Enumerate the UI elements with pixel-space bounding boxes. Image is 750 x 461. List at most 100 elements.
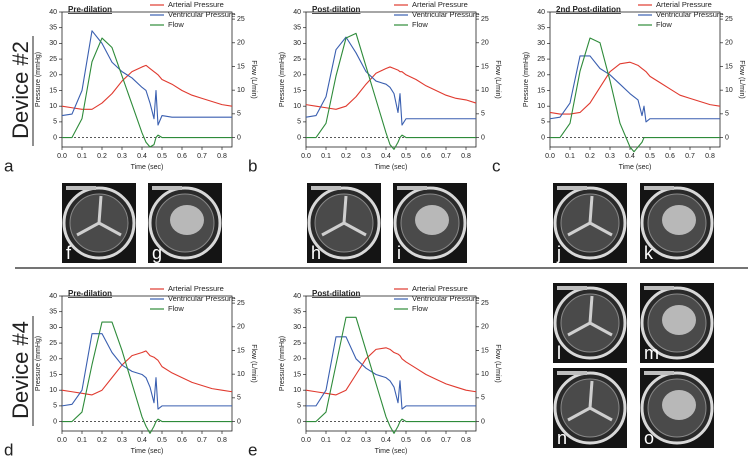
- chart-title: Pre-dilation: [68, 5, 112, 14]
- legend-label: Ventricular Pressure: [412, 294, 480, 303]
- x-tick-label: 0.0: [57, 437, 67, 444]
- x-tick-label: 0.8: [217, 153, 227, 160]
- photo-orifice: [415, 205, 449, 235]
- y-tick-label: 25: [49, 340, 57, 347]
- y2-tick-label: 25: [481, 300, 489, 307]
- y-tick-label: 15: [49, 87, 57, 94]
- x-tick-label: 0.4: [137, 437, 147, 444]
- x-tick-label: 0.5: [157, 153, 167, 160]
- legend-label: Arterial Pressure: [656, 0, 712, 9]
- series-line: [62, 321, 232, 434]
- series-line: [305, 36, 476, 126]
- photo-orifice: [170, 205, 204, 235]
- y-tick-label: 35: [537, 25, 545, 32]
- photo-leaflets: [567, 295, 613, 337]
- plot-frame: [305, 295, 477, 432]
- y-tick-label: 5: [297, 119, 301, 126]
- series-line: [61, 333, 232, 410]
- photo-label: l: [557, 343, 561, 363]
- series-line: [62, 37, 232, 148]
- panel-label: e: [248, 440, 257, 459]
- y-tick-label: 0: [297, 418, 301, 425]
- group-label: Device #2: [8, 41, 33, 139]
- y2-tick-label: 0: [237, 134, 241, 141]
- y2-tick-label: 5: [237, 111, 241, 118]
- x-tick-label: 0.2: [97, 153, 107, 160]
- x-tick-label: 0.6: [665, 153, 675, 160]
- y2-tick-label: 0: [481, 134, 485, 141]
- x-axis-label: Time (sec): [131, 164, 164, 171]
- y2-tick-label: 15: [237, 347, 245, 354]
- series-line: [306, 336, 476, 410]
- series-line: [61, 30, 232, 126]
- y-tick-label: 30: [49, 40, 57, 47]
- x-tick-label: 0.2: [341, 153, 351, 160]
- series-line: [305, 347, 477, 396]
- y2-tick-label: 15: [481, 63, 489, 70]
- y-tick-label: 10: [49, 103, 57, 110]
- x-tick-label: 0.4: [381, 153, 391, 160]
- chart-title: Post-dilation: [312, 289, 361, 298]
- y2-tick-label: 5: [725, 111, 729, 118]
- scale-bar: [152, 186, 182, 190]
- y2-tick-label: 0: [725, 134, 729, 141]
- y2-tick-label: 20: [237, 324, 245, 331]
- y2-tick-label: 25: [237, 300, 245, 307]
- scale-bar: [397, 186, 427, 190]
- photo-label: k: [644, 243, 654, 263]
- scale-bar: [311, 186, 341, 190]
- y-tick-label: 40: [49, 293, 57, 300]
- y-tick-label: 15: [293, 371, 301, 378]
- y2-tick-label: 5: [481, 111, 485, 118]
- scale-bar: [557, 286, 587, 290]
- y2-tick-label: 15: [481, 347, 489, 354]
- x-tick-label: 0.0: [57, 153, 67, 160]
- x-tick-label: 0.8: [217, 437, 227, 444]
- y-tick-label: 0: [541, 134, 545, 141]
- y-tick-label: 35: [49, 25, 57, 32]
- scale-bar: [557, 371, 587, 375]
- y-tick-label: 30: [293, 324, 301, 331]
- y-tick-label: 0: [53, 134, 57, 141]
- series-line: [549, 55, 720, 123]
- y2-tick-label: 10: [481, 87, 489, 94]
- y-tick-label: 15: [49, 371, 57, 378]
- legend-label: Arterial Pressure: [168, 284, 224, 293]
- legend-label: Arterial Pressure: [168, 0, 224, 9]
- photo-label: f: [66, 243, 72, 263]
- x-tick-label: 0.4: [137, 153, 147, 160]
- y-axis-label: Pressure (mmHg): [279, 52, 286, 107]
- y-tick-label: 5: [541, 119, 545, 126]
- legend-label: Arterial Pressure: [412, 0, 468, 9]
- x-axis-label: Time (sec): [619, 164, 652, 171]
- x-tick-label: 0.1: [77, 153, 87, 160]
- x-tick-label: 0.0: [301, 153, 311, 160]
- photo-leaflets: [567, 380, 613, 422]
- panel-label: b: [248, 156, 257, 175]
- y-tick-label: 30: [537, 40, 545, 47]
- photo-orifice: [662, 305, 696, 335]
- photo-label: n: [557, 428, 567, 448]
- y-tick-label: 35: [293, 309, 301, 316]
- plot-frame: [61, 295, 233, 432]
- panel-label: a: [4, 156, 14, 175]
- legend-label: Flow: [168, 20, 184, 29]
- legend-label: Ventricular Pressure: [168, 10, 236, 19]
- y-tick-label: 20: [49, 356, 57, 363]
- y-tick-label: 20: [293, 356, 301, 363]
- scale-bar: [644, 371, 674, 375]
- series-line: [61, 350, 233, 396]
- x-tick-label: 0.6: [421, 437, 431, 444]
- y-tick-label: 10: [537, 103, 545, 110]
- y-tick-label: 5: [53, 403, 57, 410]
- x-tick-label: 0.4: [381, 437, 391, 444]
- plot-frame: [549, 11, 721, 148]
- x-tick-label: 0.6: [177, 153, 187, 160]
- panel-label: c: [492, 156, 501, 175]
- y2-tick-label: 25: [725, 16, 733, 23]
- y-axis-label: Pressure (mmHg): [279, 336, 286, 391]
- y-tick-label: 40: [293, 9, 301, 16]
- y-tick-label: 20: [293, 72, 301, 79]
- x-tick-label: 0.0: [545, 153, 555, 160]
- x-tick-label: 0.3: [117, 437, 127, 444]
